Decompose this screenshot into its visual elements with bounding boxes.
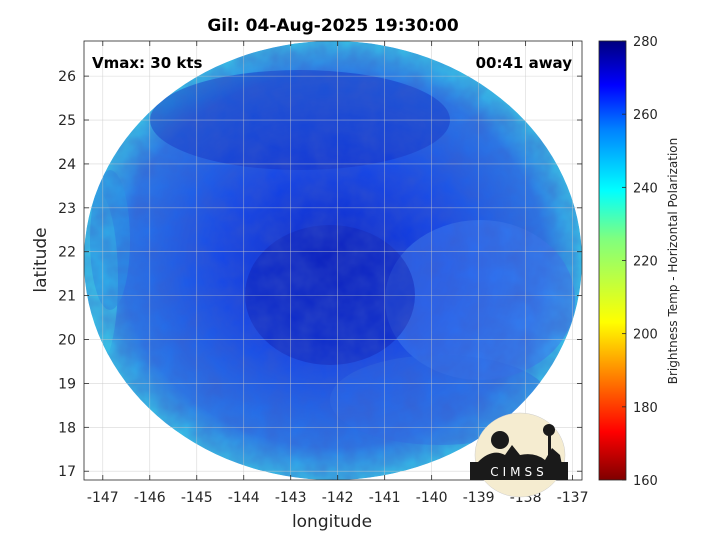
y-tick-label: 26 [58, 69, 76, 85]
x-tick-label: -140 [416, 490, 448, 506]
chart-title: Gil: 04-Aug-2025 19:30:00 [207, 16, 458, 36]
logo-text-band [470, 462, 568, 480]
y-tick-label: 22 [58, 245, 76, 261]
x-tick-label: -141 [369, 490, 401, 506]
colorbar-tick-label: 280 [633, 35, 658, 50]
x-tick-label: -146 [134, 490, 166, 506]
x-tick-label: -143 [275, 490, 307, 506]
y-tick-label: 17 [58, 464, 76, 480]
vmax-annotation: Vmax: 30 kts [92, 54, 202, 72]
cimss-logo: CIMSS [470, 412, 568, 498]
x-tick-label: -147 [87, 490, 119, 506]
x-axis-ticks: -147 -146 -145 -144 -143 -142 -141 -140 -139 -138… [87, 41, 589, 506]
colorbar-tick-label: 260 [633, 108, 658, 123]
y-tick-label: 19 [58, 376, 76, 392]
colorbar-tick-label: 220 [633, 255, 658, 270]
logo-tower [548, 430, 551, 458]
x-tick-label: -139 [463, 490, 495, 506]
colorbar-tick-label: 160 [633, 474, 658, 489]
time-away-annotation: 00:41 away [476, 54, 573, 72]
logo-dome [491, 431, 509, 449]
colorbar-tick-label: 200 [633, 328, 658, 343]
x-tick-label: -145 [181, 490, 213, 506]
y-tick-label: 21 [58, 289, 76, 305]
logo-tower-top [543, 424, 555, 436]
y-tick-label: 23 [58, 201, 76, 217]
y-tick-label: 18 [58, 420, 76, 436]
y-axis-label: latitude [31, 227, 51, 292]
axes-border [83, 40, 583, 481]
colorbar-label: Brightness Temp - Horizontal Polarizatio… [666, 138, 680, 385]
swath-texture [84, 41, 582, 480]
colorbar-tick-label: 240 [633, 181, 658, 196]
y-axis-ticks: 17 18 19 20 21 22 23 24 25 26 [58, 69, 582, 480]
colorbar [598, 40, 627, 481]
y-tick-label: 24 [58, 157, 76, 173]
y-tick-label: 20 [58, 333, 76, 349]
x-tick-label: -144 [228, 490, 260, 506]
logo-text: CIMSS [490, 465, 548, 479]
x-tick-label: -142 [322, 490, 354, 506]
x-axis-label: longitude [292, 512, 372, 532]
y-tick-label: 25 [58, 113, 76, 129]
colorbar-ticks: 160 180 200 220 240 260 280 [622, 35, 658, 489]
colorbar-tick-label: 180 [633, 401, 658, 416]
x-tick-label: -137 [557, 490, 589, 506]
